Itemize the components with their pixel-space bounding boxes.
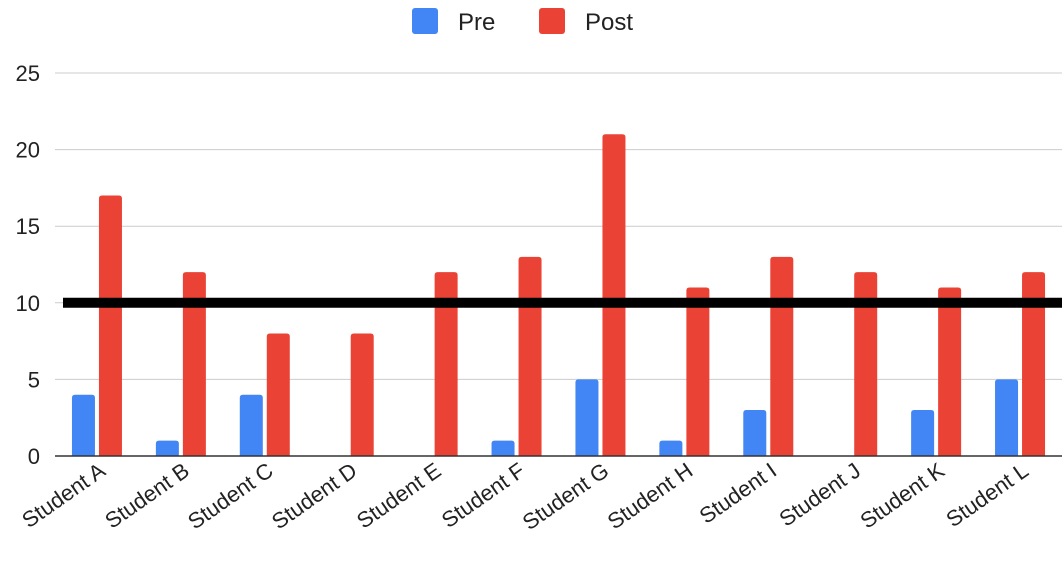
bar-pre <box>659 440 683 456</box>
bar-post <box>266 333 290 456</box>
bar-post <box>434 272 458 456</box>
legend-item-pre: Pre <box>412 8 495 36</box>
bar-post <box>350 333 374 456</box>
bar-pre <box>995 379 1019 456</box>
bar-post <box>98 195 122 456</box>
bar-pre <box>575 379 599 456</box>
x-tick-label: Student H <box>603 458 697 535</box>
x-tick-label: Student D <box>267 458 361 535</box>
bar-post <box>1022 272 1046 456</box>
x-tick-label: Student F <box>437 458 529 533</box>
bar-post <box>770 256 794 456</box>
y-tick-label: 0 <box>28 444 40 469</box>
y-tick-label: 20 <box>16 138 40 163</box>
x-tick-label: Student K <box>855 457 949 533</box>
legend-label: Post <box>585 9 633 36</box>
x-tick-label: Student G <box>518 458 613 535</box>
legend: Pre Post <box>412 8 633 36</box>
legend-label: Pre <box>458 9 495 36</box>
x-tick-label: Student L <box>941 458 1032 533</box>
legend-swatch <box>412 8 438 34</box>
x-tick-label: Student J <box>775 458 865 532</box>
x-tick-label: Student E <box>352 458 446 534</box>
bar-post <box>602 134 626 456</box>
bar-pre <box>239 394 263 456</box>
y-tick-label: 5 <box>28 367 40 392</box>
bar-pre <box>911 410 935 456</box>
bar-post <box>938 287 962 456</box>
bar-post <box>182 272 206 456</box>
y-axis-ticks: 0 5 10 15 20 25 <box>16 61 40 469</box>
bar-pre <box>743 410 767 456</box>
y-tick-label: 25 <box>16 61 40 86</box>
bar-pre <box>155 440 179 456</box>
x-tick-label: Student B <box>100 458 194 534</box>
bar-post <box>518 256 542 456</box>
legend-swatch <box>539 8 565 34</box>
bar-pre <box>491 440 515 456</box>
bar-pre <box>71 394 95 456</box>
y-tick-label: 10 <box>16 291 40 316</box>
bar-post <box>686 287 710 456</box>
y-tick-label: 15 <box>16 214 40 239</box>
gridlines <box>55 72 1062 380</box>
x-tick-label: Student I <box>695 458 781 529</box>
bars <box>71 134 1046 456</box>
x-tick-label: Student C <box>183 458 278 535</box>
legend-item-post: Post <box>539 8 633 36</box>
bar-post <box>854 272 878 456</box>
